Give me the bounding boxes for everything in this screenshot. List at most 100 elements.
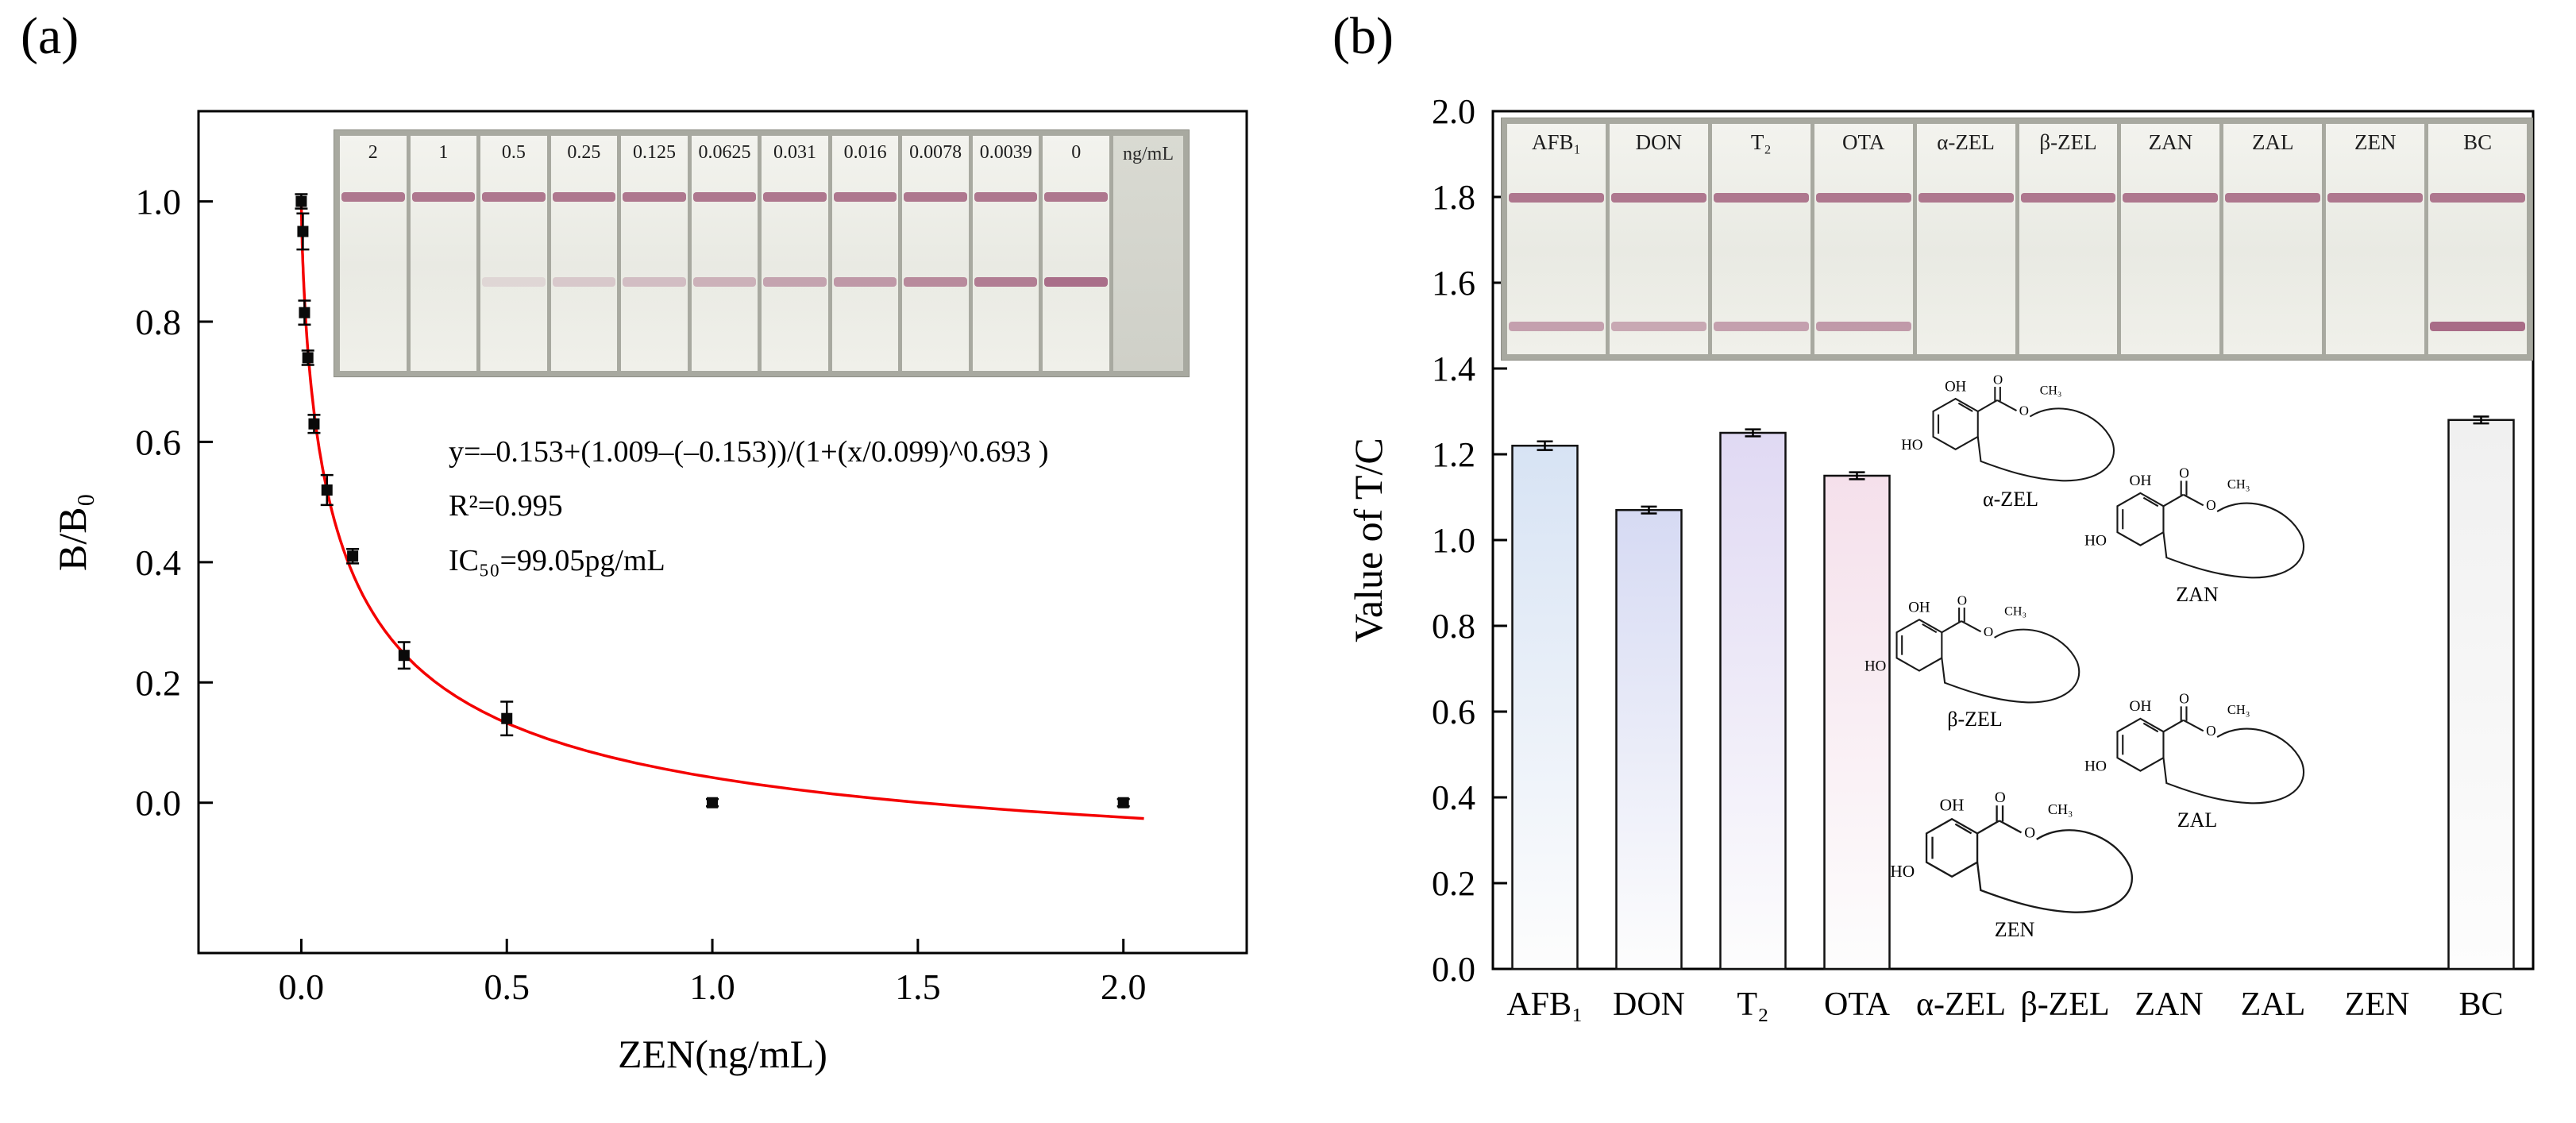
atom-label: CH₃	[2004, 605, 2026, 619]
control-line	[1610, 193, 1706, 203]
molecule-label: ZAL	[2177, 808, 2218, 832]
bond	[2116, 492, 2165, 546]
atom-label: O	[2206, 497, 2216, 513]
test-strip: 0.0625	[691, 136, 758, 371]
test-strip: ZAL	[2223, 124, 2323, 354]
plot-frame	[197, 110, 1248, 955]
atom-label: OH	[1945, 379, 1966, 396]
data-point	[297, 226, 309, 237]
test-strip: 1	[410, 136, 477, 371]
bond	[2183, 719, 2204, 732]
control-line	[1044, 192, 1109, 203]
category-label: ZAL	[2241, 986, 2306, 1023]
y-tick-label: 1.0	[136, 182, 182, 222]
bond	[1976, 820, 2000, 835]
strip-label: ZEN	[2354, 130, 2397, 154]
data-point	[398, 650, 410, 662]
control-line	[2327, 193, 2424, 203]
test-strip: 0	[1043, 136, 1110, 371]
atom-label: O	[2206, 723, 2216, 739]
bond	[1977, 399, 1998, 412]
atom-label: OH	[2130, 698, 2152, 715]
test-line	[692, 276, 757, 287]
atom-label: O	[2019, 403, 2029, 419]
atom-label: O	[1984, 624, 1993, 639]
y-tick-label: 0.2	[1432, 864, 1475, 903]
y-tick-label: 0.4	[136, 542, 182, 583]
strip-label: 1	[438, 142, 449, 163]
atom-label: O	[1957, 594, 1967, 608]
data-point	[501, 712, 513, 724]
strip-label: 0.031	[773, 142, 817, 163]
bond	[2162, 719, 2185, 733]
atom-label: CH₃	[2227, 477, 2250, 492]
molecule-structure: OH HO O O CH₃	[1890, 789, 2134, 913]
atom-label: HO	[2084, 533, 2107, 550]
control-line	[1509, 193, 1604, 203]
bond	[1961, 620, 1982, 633]
control-line	[341, 192, 405, 203]
category-label: BC	[2458, 986, 2503, 1023]
bond	[1999, 820, 2023, 834]
bond	[1954, 823, 1972, 835]
y-axis-label: B/B₀	[50, 493, 94, 571]
bar	[1823, 474, 1891, 971]
strip-label: α-ZEL	[1937, 130, 1995, 154]
atom-label: HO	[1865, 658, 1886, 675]
strip-label: 0.25	[567, 142, 601, 163]
control-line	[623, 192, 686, 203]
control-line	[833, 192, 897, 203]
control-line	[2430, 193, 2526, 203]
x-tick-label: 0.5	[484, 967, 530, 1007]
test-line	[833, 276, 897, 287]
data-point	[707, 797, 719, 808]
data-point	[308, 418, 320, 430]
test-strip-photo-b: AFB₁ DON T₂ OTA α-ZEL β-ZEL ZAN ZAL ZEN BC	[1501, 118, 2533, 361]
strip-label: 0.0039	[979, 142, 1032, 163]
test-line	[2430, 322, 2526, 332]
test-line	[974, 276, 1038, 287]
y-tick-label: 0.0	[136, 783, 182, 824]
panel-a: (a) 0.0 0.5 1.0 1.5 2.0 0.0 0.2 0.4 0.6 0.8 1.0 ZEN…	[21, 7, 1248, 1076]
strip-label: T₂	[1750, 130, 1772, 154]
test-strip: 0.25	[550, 136, 618, 371]
bond	[1895, 618, 1943, 672]
strip-label: BC	[2463, 130, 2493, 154]
control-line	[904, 192, 967, 203]
y-tick-label: 0.6	[1432, 693, 1475, 731]
strip-label: 0.5	[501, 142, 526, 163]
control-line	[411, 192, 476, 203]
molecule-structure: OH HO O O CH₃	[2084, 691, 2304, 805]
molecule-structure: OH HO O O CH₃	[1901, 372, 2115, 482]
bond	[2162, 502, 2304, 579]
panel-b: (b) 0.0 0.2 0.4 0.6 0.8 1.0 1.2 1.4 1.6 1.8 2.0 Val…	[1288, 0, 2576, 1123]
fit-ic50: IC₅₀=99.05pg/mL	[449, 543, 665, 577]
control-line	[974, 192, 1038, 203]
test-strip: BC	[2428, 124, 2528, 354]
data-point	[1117, 797, 1129, 808]
test-strip: β-ZEL	[2019, 124, 2118, 354]
test-line	[1610, 322, 1706, 332]
category-label: DON	[1613, 986, 1685, 1023]
control-line	[692, 192, 757, 203]
molecule-structure: OH HO O O CH₃	[2084, 465, 2304, 579]
test-strip: α-ZEL	[1916, 124, 2015, 354]
bond	[1996, 399, 2017, 411]
atom-label: HO	[1901, 437, 1922, 453]
test-strip: 0.0078	[902, 136, 969, 371]
data-point	[302, 352, 314, 364]
x-axis-label: ZEN(ng/mL)	[618, 1032, 827, 1076]
test-strip: AFB₁	[1507, 124, 1606, 354]
y-tick-label: 0.8	[1432, 607, 1475, 646]
atom-label: OH	[1908, 600, 1930, 616]
bar	[2447, 419, 2515, 971]
control-line	[482, 192, 546, 203]
test-line	[623, 276, 686, 287]
y-tick-label: 0.4	[1432, 778, 1475, 817]
strip-label: DON	[1635, 130, 1683, 154]
strip-label: ZAN	[2148, 130, 2193, 154]
molecule: OH HO O O CH₃ β-ZEL	[1848, 592, 2102, 731]
strip-label: 0.016	[843, 142, 887, 163]
control-line	[552, 192, 616, 203]
y-tick-label: 1.2	[1432, 435, 1475, 474]
